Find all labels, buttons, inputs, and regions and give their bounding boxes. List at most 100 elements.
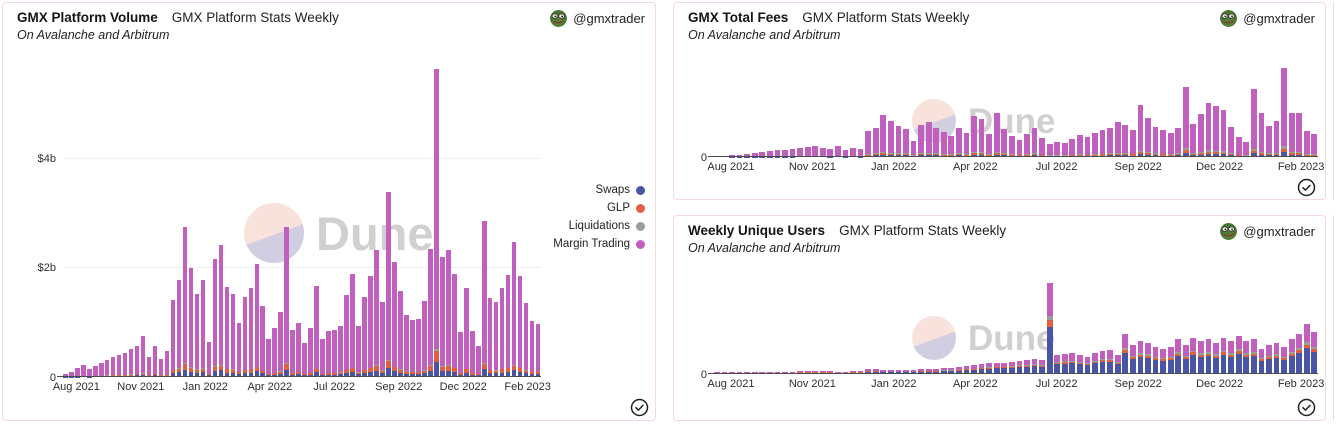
bar-segment-margin-trading (332, 329, 337, 373)
bar-segment-swaps (338, 374, 343, 377)
bar-segment-swaps (487, 373, 493, 377)
bar-segment-liquidations (1182, 355, 1189, 358)
bar-segment-swaps (940, 371, 947, 374)
bar (517, 61, 523, 377)
author-handle[interactable]: @gmxtrader (1243, 224, 1315, 239)
bar-segment-margin-trading (789, 148, 796, 156)
bar-segment-glp (1160, 359, 1166, 362)
bar (236, 61, 242, 377)
verified-check-button[interactable] (630, 398, 649, 417)
bar-segment-margin-trading (729, 372, 735, 373)
x-axis-tick-label: Feb 2023 (504, 381, 551, 393)
bar (80, 61, 86, 377)
author-handle[interactable]: @gmxtrader (573, 11, 645, 26)
legend-item-glp[interactable]: GLP (607, 202, 645, 214)
author-link[interactable]: @gmxtrader (550, 10, 645, 27)
bar (918, 278, 924, 374)
bar (481, 61, 487, 377)
bar-segment-margin-trading (1182, 345, 1189, 356)
bar-segment-swaps (200, 372, 206, 377)
author-handle[interactable]: @gmxtrader (1243, 11, 1315, 26)
bar (302, 61, 307, 377)
bar-segment-glp (895, 154, 902, 156)
bar-segment-glp (134, 374, 140, 376)
users-chart-plot: Dune Aug 2021 Nov 2021 Jan 2022 Apr 2022 Jul… (701, 278, 1324, 390)
bar-segment-liquidations (1077, 154, 1083, 155)
bar-segment-margin-trading (782, 372, 788, 373)
bar-segment-margin-trading (272, 328, 278, 373)
bar (374, 61, 379, 377)
bar-segment-margin-trading (827, 371, 834, 373)
dune-watermark-text: Dune (316, 206, 434, 260)
bar-segment-margin-trading (194, 294, 200, 370)
bar-segment-glp (1228, 354, 1235, 358)
bar-segment-liquidations (481, 362, 487, 364)
bar-segment-swaps (511, 370, 517, 377)
bar-segment-glp (463, 369, 469, 373)
bar-segment-margin-trading (158, 359, 164, 376)
bar-segment-glp (1152, 154, 1159, 156)
bar-segment-margin-trading (812, 371, 819, 373)
bar-segment-margin-trading (356, 325, 361, 373)
bar (1281, 278, 1287, 374)
bar-segment-glp (176, 368, 182, 373)
bar-segment-swaps (1061, 363, 1068, 374)
bar (332, 61, 337, 377)
legend-item-swaps[interactable]: Swaps (595, 184, 645, 196)
bar (308, 61, 313, 377)
bar-segment-margin-trading (386, 192, 391, 361)
bar-segment-swaps (1024, 366, 1030, 374)
bar-segment-margin-trading (940, 131, 947, 154)
bar (1024, 63, 1030, 157)
bar-segment-margin-trading (1152, 347, 1159, 357)
bar (422, 61, 427, 377)
bar-segment-margin-trading (880, 114, 887, 152)
bar-segment-swaps (535, 374, 541, 377)
verified-check-button[interactable] (1297, 178, 1316, 197)
bar-segment-margin-trading (850, 147, 856, 156)
bar (1220, 278, 1227, 374)
legend-item-margin-trading[interactable]: Margin Trading (553, 238, 645, 250)
bar-segment-margin-trading (835, 145, 841, 156)
bar-segment-margin-trading (248, 287, 254, 369)
bar-segment-margin-trading (1145, 117, 1151, 153)
bar (887, 63, 894, 157)
bar (493, 61, 499, 377)
bar (963, 63, 970, 157)
verified-check-button[interactable] (1297, 398, 1316, 417)
bar (535, 61, 541, 377)
bar-segment-glp (314, 369, 319, 373)
bar-segment-glp (1175, 154, 1182, 156)
bar-segment-glp (469, 373, 475, 375)
bar-segment-glp (338, 372, 343, 375)
bar (1114, 63, 1121, 157)
card-title-line: GMX Platform Volume GMX Platform Stats We… (17, 10, 339, 25)
bar-segment-liquidations (1092, 360, 1098, 362)
bar (1281, 63, 1287, 157)
bar (766, 63, 773, 157)
bar-segment-margin-trading (903, 128, 909, 154)
author-link[interactable]: @gmxtrader (1220, 223, 1315, 240)
bar-segment-glp (386, 361, 391, 368)
bar-segment-swaps (463, 372, 469, 377)
bar (956, 278, 962, 374)
bar-segment-margin-trading (254, 264, 260, 367)
bar-segment-liquidations (1228, 153, 1235, 155)
x-axis-tick-label: Sep 2022 (1114, 161, 1162, 173)
bar-segment-margin-trading (344, 295, 349, 370)
bar-segment-liquidations (392, 366, 397, 368)
bar-segment-margin-trading (1054, 354, 1061, 362)
author-link[interactable]: @gmxtrader (1220, 10, 1315, 27)
legend-item-liquidations[interactable]: Liquidations (569, 220, 645, 232)
bar (895, 278, 902, 374)
bar-segment-glp (344, 370, 349, 373)
bar-segment-liquidations (1001, 366, 1008, 368)
bar (1258, 63, 1265, 157)
bar (1205, 278, 1212, 374)
bar-segment-swaps (392, 371, 397, 377)
x-axis-tick-label: Dec 2022 (439, 381, 487, 393)
bar-segment-glp (356, 372, 361, 375)
bar (759, 63, 766, 157)
bar (74, 61, 80, 377)
bar (857, 63, 864, 157)
